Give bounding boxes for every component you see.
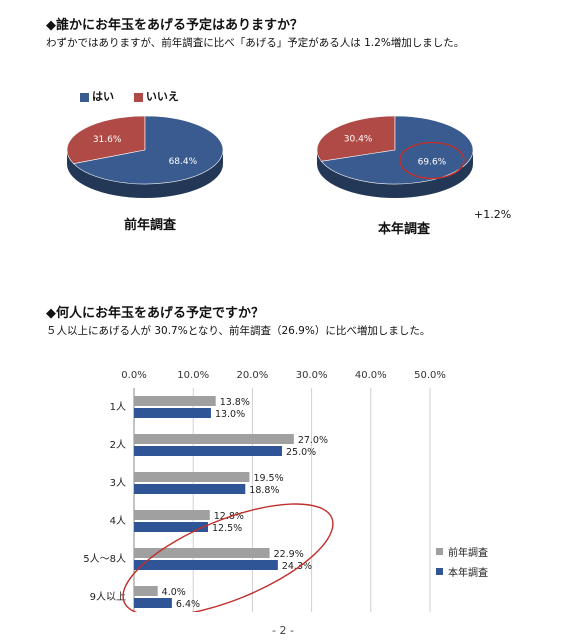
section2-subtext: ５人以上にあげる人が 30.7%となり、前年調査（26.9%）に比べ増加しました… — [46, 325, 431, 337]
bar-current — [134, 446, 282, 456]
highlight-circle-pie — [399, 141, 465, 180]
bar-legend-label: 前年調査 — [448, 546, 488, 559]
category-label: 2人 — [110, 439, 126, 451]
pie-label-0-1: 31.6% — [93, 135, 122, 145]
bar-previous — [134, 396, 216, 406]
pie-legend: はい いいえ — [80, 88, 179, 104]
pie-title-previous: 前年調査 — [124, 218, 177, 233]
category-label: 1人 — [110, 401, 126, 413]
legend-item-no: いいえ — [133, 90, 179, 103]
x-tick-label: 40.0% — [355, 370, 387, 381]
bar-legend-swatch — [436, 568, 443, 575]
page-number: - 2 - — [272, 624, 294, 637]
bar-previous — [134, 434, 294, 444]
bar-legend-swatch — [436, 548, 443, 555]
x-tick-label: 50.0% — [414, 370, 446, 381]
section1-heading: ◆誰かにお年玉をあげる予定はありますか？ — [46, 18, 303, 33]
data-label: 13.0% — [215, 409, 245, 420]
pie-slice-0-1 — [66, 115, 146, 165]
pie-slice-1-1 — [316, 115, 396, 162]
data-label: 18.8% — [249, 485, 279, 496]
pie-slice-0-0 — [72, 115, 224, 185]
pie-label-1-1: 30.4% — [344, 135, 373, 145]
x-tick-label: 20.0% — [237, 370, 269, 381]
data-label: 4.0% — [162, 587, 186, 598]
data-label: 12.5% — [212, 523, 242, 534]
legend-item-yes: はい — [80, 90, 114, 103]
x-tick-label: 30.0% — [296, 370, 328, 381]
category-label: 3人 — [110, 477, 126, 489]
bar-current — [134, 560, 278, 570]
data-label: 13.8% — [220, 397, 250, 408]
pie-title-current: 本年調査 — [378, 222, 431, 237]
bar-current — [134, 522, 208, 532]
x-tick-label: 0.0% — [121, 370, 146, 381]
data-label: 19.5% — [253, 473, 283, 484]
data-label: 27.0% — [298, 435, 328, 446]
category-label: 4人 — [110, 515, 126, 527]
data-label: 6.4% — [176, 599, 200, 610]
pie-label-1-0: 69.6% — [418, 157, 447, 167]
category-label: 5人～8人 — [83, 553, 126, 565]
legend-swatch-yes — [80, 92, 89, 102]
x-tick-label: 10.0% — [177, 370, 209, 381]
bar-current — [134, 598, 172, 608]
bar-current — [134, 484, 246, 494]
bar-current — [134, 408, 211, 418]
bar-previous — [134, 586, 158, 596]
legend-swatch-no — [133, 92, 143, 102]
highlight-circle-bars — [122, 503, 334, 612]
data-label: 24.3% — [282, 561, 312, 572]
category-label: 9人以上 — [90, 591, 126, 603]
section1-subtext: わずかではありますが、前年調査に比べ「あげる」予定がある人は 1.2%増加しまし… — [46, 37, 465, 49]
bar-legend-label: 本年調査 — [448, 566, 488, 579]
bar-previous — [134, 510, 210, 520]
section2-heading: ◆何人にお年玉をあげる予定ですか？ — [46, 306, 264, 321]
bar-chart: 0.0% 10.0% 20.0% 30.0% 40.0% 50.0% 1人 13.8%13.0… — [83, 370, 488, 612]
pie-chart-current: 30.4% 69.6% — [316, 115, 474, 198]
bar-previous — [134, 548, 270, 558]
bar-previous — [134, 472, 250, 482]
data-label: 22.9% — [274, 549, 304, 560]
increase-label: +1.2% — [474, 208, 512, 221]
data-label: 25.0% — [286, 447, 316, 458]
pie-chart-previous: 31.6% 68.4% — [66, 115, 224, 198]
pie-label-0-0: 68.4% — [169, 157, 198, 167]
